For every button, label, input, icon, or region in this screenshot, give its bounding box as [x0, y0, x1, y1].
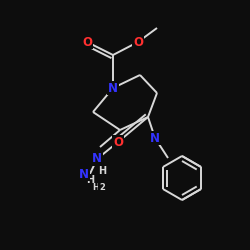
Text: N: N [92, 152, 102, 166]
Text: O: O [133, 36, 143, 49]
Text: O: O [113, 136, 123, 148]
Text: H: H [92, 184, 100, 192]
Text: 2: 2 [99, 184, 105, 192]
Text: N: N [108, 82, 118, 94]
Text: H: H [98, 166, 106, 176]
Text: H: H [86, 175, 94, 185]
Text: N: N [79, 168, 89, 180]
Text: N: N [150, 132, 160, 144]
Text: O: O [82, 36, 92, 49]
